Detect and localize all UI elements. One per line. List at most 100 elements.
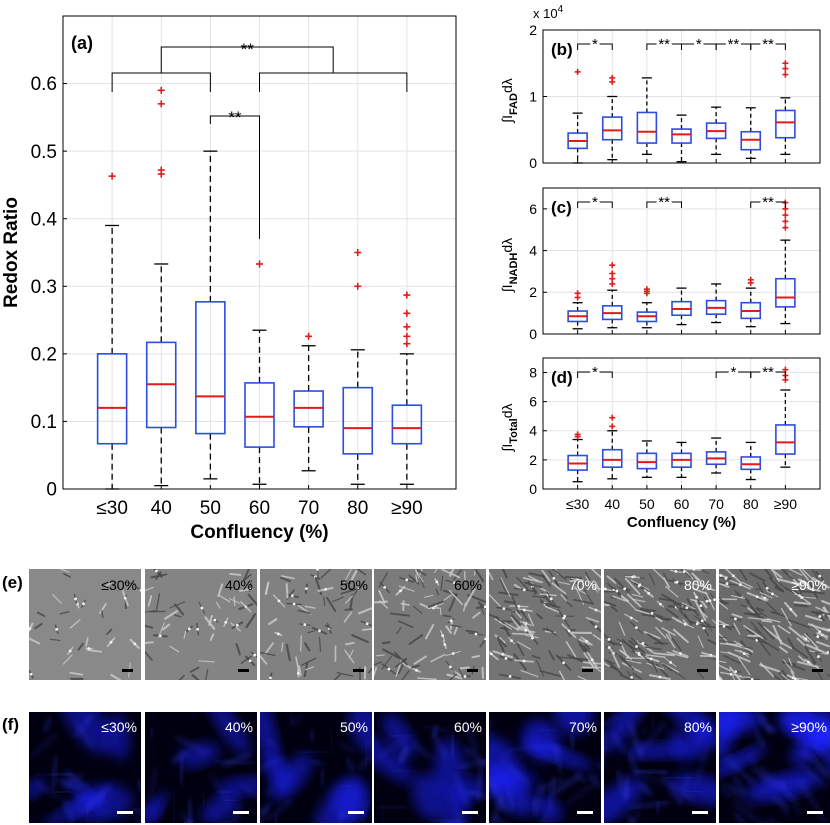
cell <box>804 633 819 649</box>
cell <box>777 670 786 680</box>
panel-label: (b) <box>551 40 573 59</box>
cell <box>145 641 154 645</box>
cell-body <box>695 595 698 599</box>
cell <box>417 677 437 680</box>
cell <box>496 619 513 623</box>
bracket <box>750 371 786 378</box>
scale-bar <box>238 669 249 672</box>
cell <box>433 569 438 574</box>
cell-body <box>615 589 619 593</box>
fluorescent-fiber <box>240 783 257 799</box>
cell-body <box>789 607 793 611</box>
cell <box>604 662 610 668</box>
box-40 <box>601 262 623 329</box>
fluorescent-fiber <box>768 818 776 823</box>
cell <box>662 572 668 580</box>
fluorescent-cell <box>207 712 251 756</box>
image-label: ≤30% <box>101 577 137 593</box>
cell <box>738 657 751 676</box>
x-tick-label: 60 <box>249 498 270 519</box>
fluorescent-fiber <box>35 782 60 799</box>
scale-bar <box>812 669 823 672</box>
fluorescent-fiber <box>665 776 694 780</box>
box-70 <box>705 106 727 156</box>
box-body <box>244 382 275 448</box>
cell <box>777 624 791 635</box>
box-≥90 <box>775 60 796 156</box>
x-tick-label: ≥90 <box>391 498 423 519</box>
fluorescent-fiber <box>637 771 668 785</box>
fluorescent-fiber <box>506 788 515 812</box>
y-tick-label: 1 <box>529 88 537 104</box>
cell <box>655 663 670 679</box>
cell <box>531 655 541 660</box>
cell <box>670 636 682 652</box>
cell <box>374 661 382 666</box>
cell <box>260 654 268 665</box>
cell <box>719 619 732 628</box>
fluorescent-cell <box>148 791 169 818</box>
cell-layer <box>604 712 716 823</box>
cell <box>706 657 716 660</box>
y-tick-label: 0.5 <box>31 142 57 163</box>
cell <box>787 619 811 629</box>
cell <box>145 586 154 592</box>
cell <box>345 642 355 646</box>
x-tick-label: ≥90 <box>774 496 797 512</box>
cell <box>632 672 643 680</box>
brightfield-image: 70% <box>489 569 601 680</box>
cell <box>528 583 542 589</box>
outlier-marker <box>609 270 616 277</box>
cell <box>719 660 727 664</box>
cell-body <box>590 658 594 662</box>
fluorescent-fiber <box>266 738 279 750</box>
cell <box>378 590 386 604</box>
fluorescent-fiber <box>586 773 600 781</box>
cell <box>746 606 757 615</box>
cell-body <box>87 647 91 650</box>
box-body <box>636 452 658 470</box>
cell <box>285 582 289 599</box>
outlier-marker <box>305 332 313 340</box>
cell <box>683 569 694 580</box>
cell <box>397 620 414 628</box>
fluorescent-fiber <box>275 815 279 823</box>
cell <box>757 621 775 640</box>
fluorescent-fiber <box>551 774 581 795</box>
cell <box>34 622 43 630</box>
cell-body <box>269 676 272 680</box>
cell <box>400 602 410 606</box>
cell <box>522 577 543 584</box>
box-body <box>775 109 796 139</box>
cell <box>636 640 654 653</box>
cell <box>442 614 452 618</box>
fluorescent-fiber <box>337 810 347 822</box>
cell <box>448 589 463 606</box>
fluorescence-panel: (f) ≤30% 40% 50% 60% 70% 80% ≥90% <box>2 712 830 823</box>
fluorescent-fiber <box>379 805 409 809</box>
box-70 <box>705 283 727 324</box>
cell-body <box>29 672 33 676</box>
outlier-marker <box>574 431 581 438</box>
scale-bar <box>233 811 249 814</box>
box-80 <box>342 249 374 485</box>
cell <box>573 598 595 605</box>
cell-body <box>29 627 32 631</box>
cell <box>440 575 444 591</box>
cell <box>427 600 444 608</box>
outlier-marker <box>782 224 789 231</box>
y-axis-label: ∫IFADdλ <box>499 78 520 124</box>
cell <box>749 572 766 582</box>
cell <box>145 624 154 629</box>
x-tick-label: ≤30 <box>566 496 589 512</box>
fluorescent-fiber <box>720 781 745 797</box>
cell <box>741 581 753 588</box>
cell-body <box>291 594 294 598</box>
cell-body <box>629 616 633 620</box>
fluorescent-fiber <box>722 757 755 784</box>
image-label: 70% <box>569 719 597 735</box>
cell-body <box>387 667 391 671</box>
cell <box>774 579 788 591</box>
fluorescent-fiber <box>489 777 509 813</box>
cell <box>565 641 577 658</box>
